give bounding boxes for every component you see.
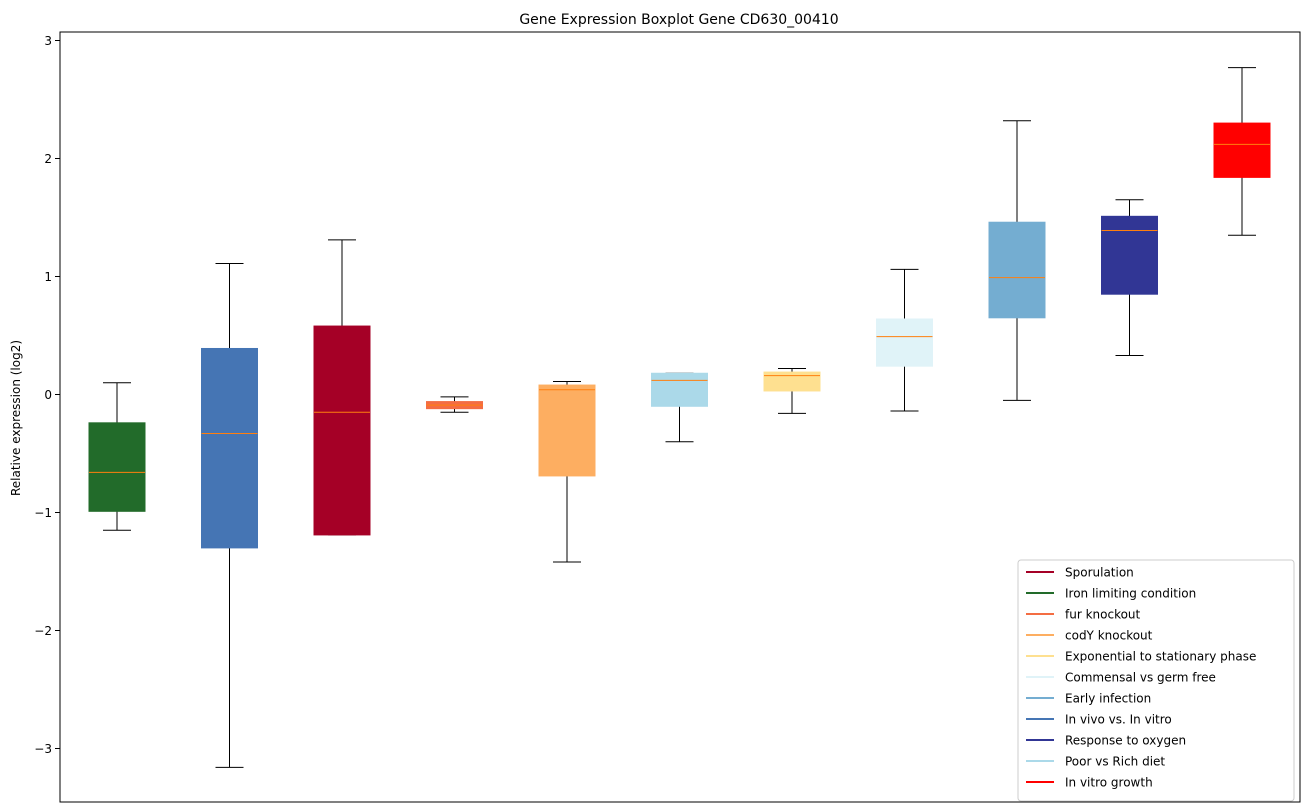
- legend-label: Poor vs Rich diet: [1065, 755, 1165, 769]
- box-iron-limiting-condition: [88, 382, 146, 531]
- y-tick-label: 1: [44, 270, 52, 284]
- box-cody-knockout: [538, 381, 596, 563]
- legend: Sporulation Iron limiting condition fur kn…: [1017, 559, 1295, 802]
- legend-label: Early infection: [1065, 692, 1151, 706]
- y-axis-ticks: −3 −2 −1 0 1 2 3: [34, 34, 60, 756]
- box-response-to-oxygen: [1101, 199, 1158, 357]
- legend-entry: Poor vs Rich diet: [1026, 755, 1165, 769]
- y-axis-label: Relative expression (log2): [9, 340, 23, 496]
- legend-entry: In vivo vs. In vitro: [1026, 713, 1172, 727]
- legend-label: fur knockout: [1065, 608, 1141, 622]
- legend-entry: Commensal vs germ free: [1026, 671, 1216, 685]
- box-body: [876, 318, 933, 367]
- legend-entry: fur knockout: [1026, 608, 1141, 622]
- legend-entry: Exponential to stationary phase: [1026, 650, 1256, 664]
- legend-label: In vivo vs. In vitro: [1065, 713, 1172, 727]
- legend-entry: Early infection: [1026, 692, 1151, 706]
- y-tick-label: 2: [44, 152, 52, 166]
- box-in-vivo-vs-in-vitro: [201, 263, 258, 768]
- box-body: [313, 325, 371, 536]
- box-body: [1101, 215, 1158, 295]
- legend-entry: Response to oxygen: [1026, 734, 1186, 748]
- legend-entry: In vitro growth: [1026, 776, 1153, 790]
- legend-frame: [1017, 559, 1295, 802]
- box-early-infection: [988, 120, 1046, 401]
- y-tick-label: −2: [34, 624, 52, 638]
- box-body: [538, 384, 596, 477]
- legend-label: Commensal vs germ free: [1065, 671, 1216, 685]
- legend-label: codY knockout: [1065, 629, 1153, 643]
- box-commensal-vs-germ-free: [876, 268, 933, 412]
- box-body: [88, 422, 146, 512]
- legend-entry: codY knockout: [1026, 629, 1153, 643]
- legend-label: Iron limiting condition: [1065, 587, 1196, 601]
- box-body: [988, 221, 1046, 319]
- legend-label: Response to oxygen: [1065, 734, 1186, 748]
- plot-area-frame: [59, 31, 1301, 803]
- box-body: [201, 347, 258, 549]
- legend-label: In vitro growth: [1065, 776, 1153, 790]
- box-exponential-to-stationary-phase: [763, 368, 821, 414]
- legend-entry: Sporulation: [1026, 566, 1134, 580]
- legend-label: Sporulation: [1065, 566, 1134, 580]
- y-tick-label: 0: [44, 388, 52, 402]
- box-body: [1213, 122, 1271, 178]
- box-in-vitro-growth: [1213, 67, 1271, 236]
- box-poor-vs-rich-diet: [651, 372, 708, 443]
- boxplot-series: [88, 67, 1271, 768]
- box-body: [651, 372, 708, 407]
- chart-title: Gene Expression Boxplot Gene CD630_00410: [519, 12, 838, 28]
- box-body: [763, 371, 821, 392]
- y-tick-label: −3: [34, 742, 52, 756]
- box-sporulation: [313, 239, 371, 536]
- legend-entry: Iron limiting condition: [1026, 587, 1196, 601]
- box-fur-knockout: [426, 396, 483, 413]
- y-tick-label: 3: [44, 34, 52, 48]
- legend-label: Exponential to stationary phase: [1065, 650, 1256, 664]
- y-tick-label: −1: [34, 506, 52, 520]
